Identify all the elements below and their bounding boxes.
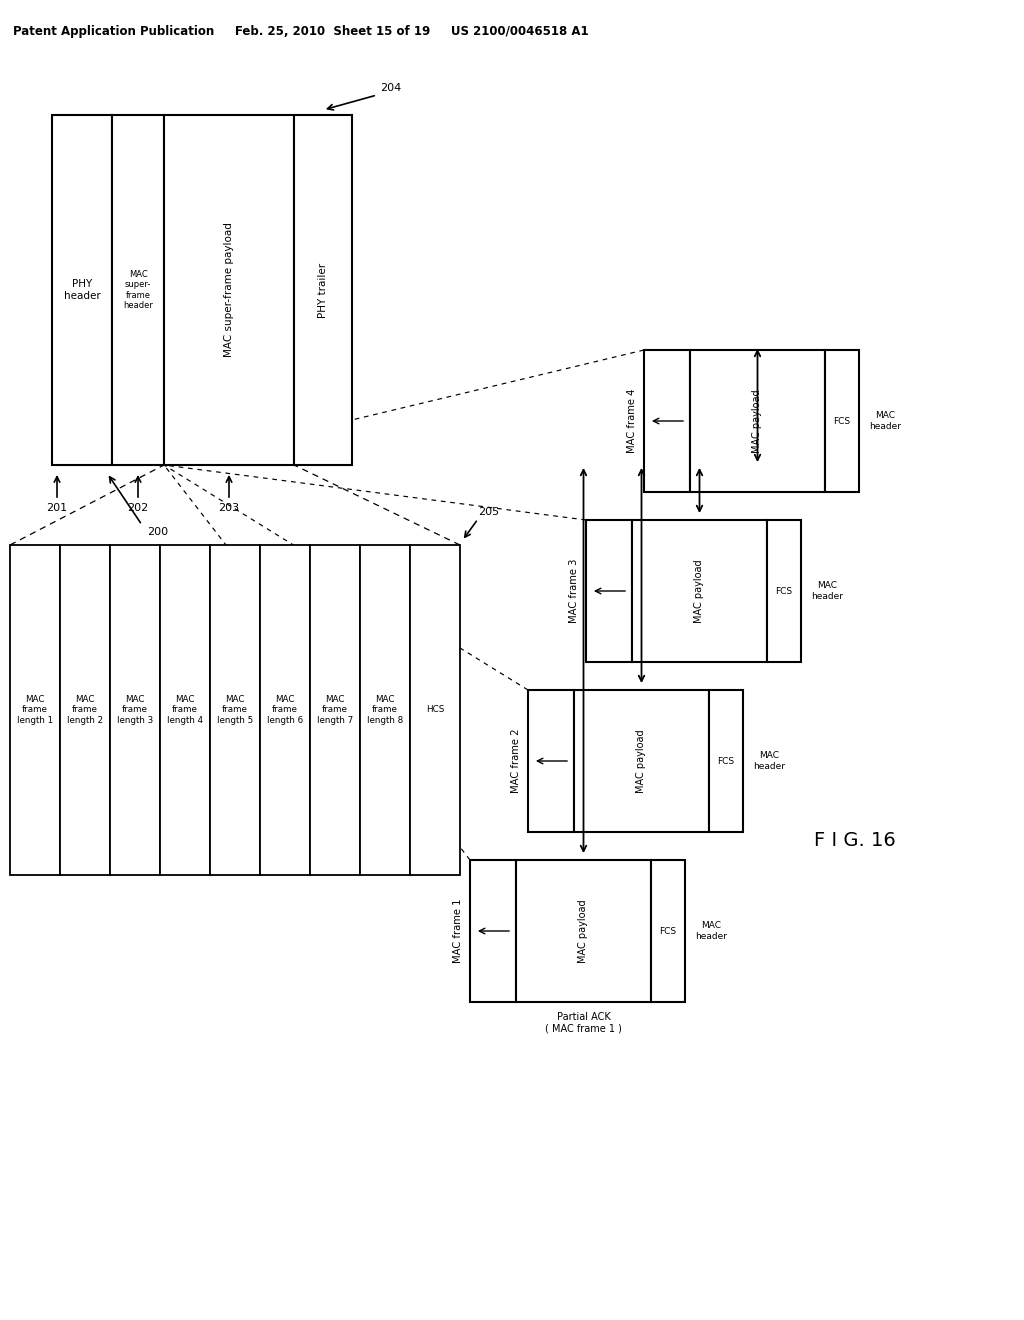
Bar <box>586 520 632 663</box>
Text: MAC
super-
frame
header: MAC super- frame header <box>123 269 153 310</box>
Text: MAC
frame
length 4: MAC frame length 4 <box>167 696 203 725</box>
Text: MAC frame 1: MAC frame 1 <box>453 899 463 964</box>
Text: FCS: FCS <box>775 586 793 595</box>
Text: 202: 202 <box>127 503 148 513</box>
Bar <box>651 861 685 1002</box>
Text: MAC
frame
length 3: MAC frame length 3 <box>117 696 154 725</box>
Bar <box>632 520 767 663</box>
Text: FCS: FCS <box>834 417 851 425</box>
Text: 203: 203 <box>218 503 240 513</box>
Bar <box>516 861 651 1002</box>
Text: 200: 200 <box>147 527 168 537</box>
Bar <box>767 520 801 663</box>
Text: MAC frame 2: MAC frame 2 <box>511 729 521 793</box>
Bar <box>160 545 210 875</box>
Text: MAC
frame
length 6: MAC frame length 6 <box>267 696 303 725</box>
Bar <box>10 545 60 875</box>
Text: MAC
header: MAC header <box>811 581 843 601</box>
Text: MAC
frame
length 8: MAC frame length 8 <box>367 696 403 725</box>
Text: MAC payload: MAC payload <box>753 389 763 453</box>
Bar <box>825 350 859 492</box>
Text: MAC
header: MAC header <box>869 412 901 430</box>
Bar <box>294 115 352 465</box>
Bar <box>164 115 294 465</box>
Text: MAC
frame
length 5: MAC frame length 5 <box>217 696 253 725</box>
Bar <box>310 545 360 875</box>
Bar <box>260 545 310 875</box>
Bar <box>528 690 574 832</box>
Bar <box>644 350 690 492</box>
Bar <box>470 861 516 1002</box>
Bar <box>210 545 260 875</box>
Bar <box>360 545 410 875</box>
Text: FCS: FCS <box>659 927 677 936</box>
Text: MAC
frame
length 1: MAC frame length 1 <box>17 696 53 725</box>
Text: MAC payload: MAC payload <box>637 729 646 793</box>
Text: HCS: HCS <box>426 705 444 714</box>
Text: 205: 205 <box>478 507 499 517</box>
Text: MAC payload: MAC payload <box>694 560 705 623</box>
Bar <box>574 690 709 832</box>
Bar <box>52 115 112 465</box>
Text: MAC frame 4: MAC frame 4 <box>627 389 637 453</box>
Text: F I G. 16: F I G. 16 <box>814 830 896 850</box>
Text: MAC payload: MAC payload <box>579 899 589 962</box>
Text: MAC
header: MAC header <box>753 751 785 771</box>
Text: MAC
frame
length 2: MAC frame length 2 <box>67 696 103 725</box>
Text: MAC frame 3: MAC frame 3 <box>569 558 579 623</box>
Text: Partial ACK
( MAC frame 1 ): Partial ACK ( MAC frame 1 ) <box>545 1012 622 1034</box>
Bar <box>110 545 160 875</box>
Text: MAC
header: MAC header <box>695 921 727 941</box>
Text: PHY trailer: PHY trailer <box>318 263 328 318</box>
Text: MAC super-frame payload: MAC super-frame payload <box>224 223 234 358</box>
Text: PHY
header: PHY header <box>63 280 100 301</box>
Text: Patent Application Publication     Feb. 25, 2010  Sheet 15 of 19     US 2100/004: Patent Application Publication Feb. 25, … <box>13 25 589 38</box>
Text: 201: 201 <box>46 503 68 513</box>
Bar <box>709 690 743 832</box>
Text: FCS: FCS <box>718 756 734 766</box>
Bar <box>410 545 460 875</box>
Bar <box>60 545 110 875</box>
Text: MAC
frame
length 7: MAC frame length 7 <box>316 696 353 725</box>
Bar <box>690 350 825 492</box>
Text: 204: 204 <box>380 83 401 92</box>
Bar <box>112 115 164 465</box>
